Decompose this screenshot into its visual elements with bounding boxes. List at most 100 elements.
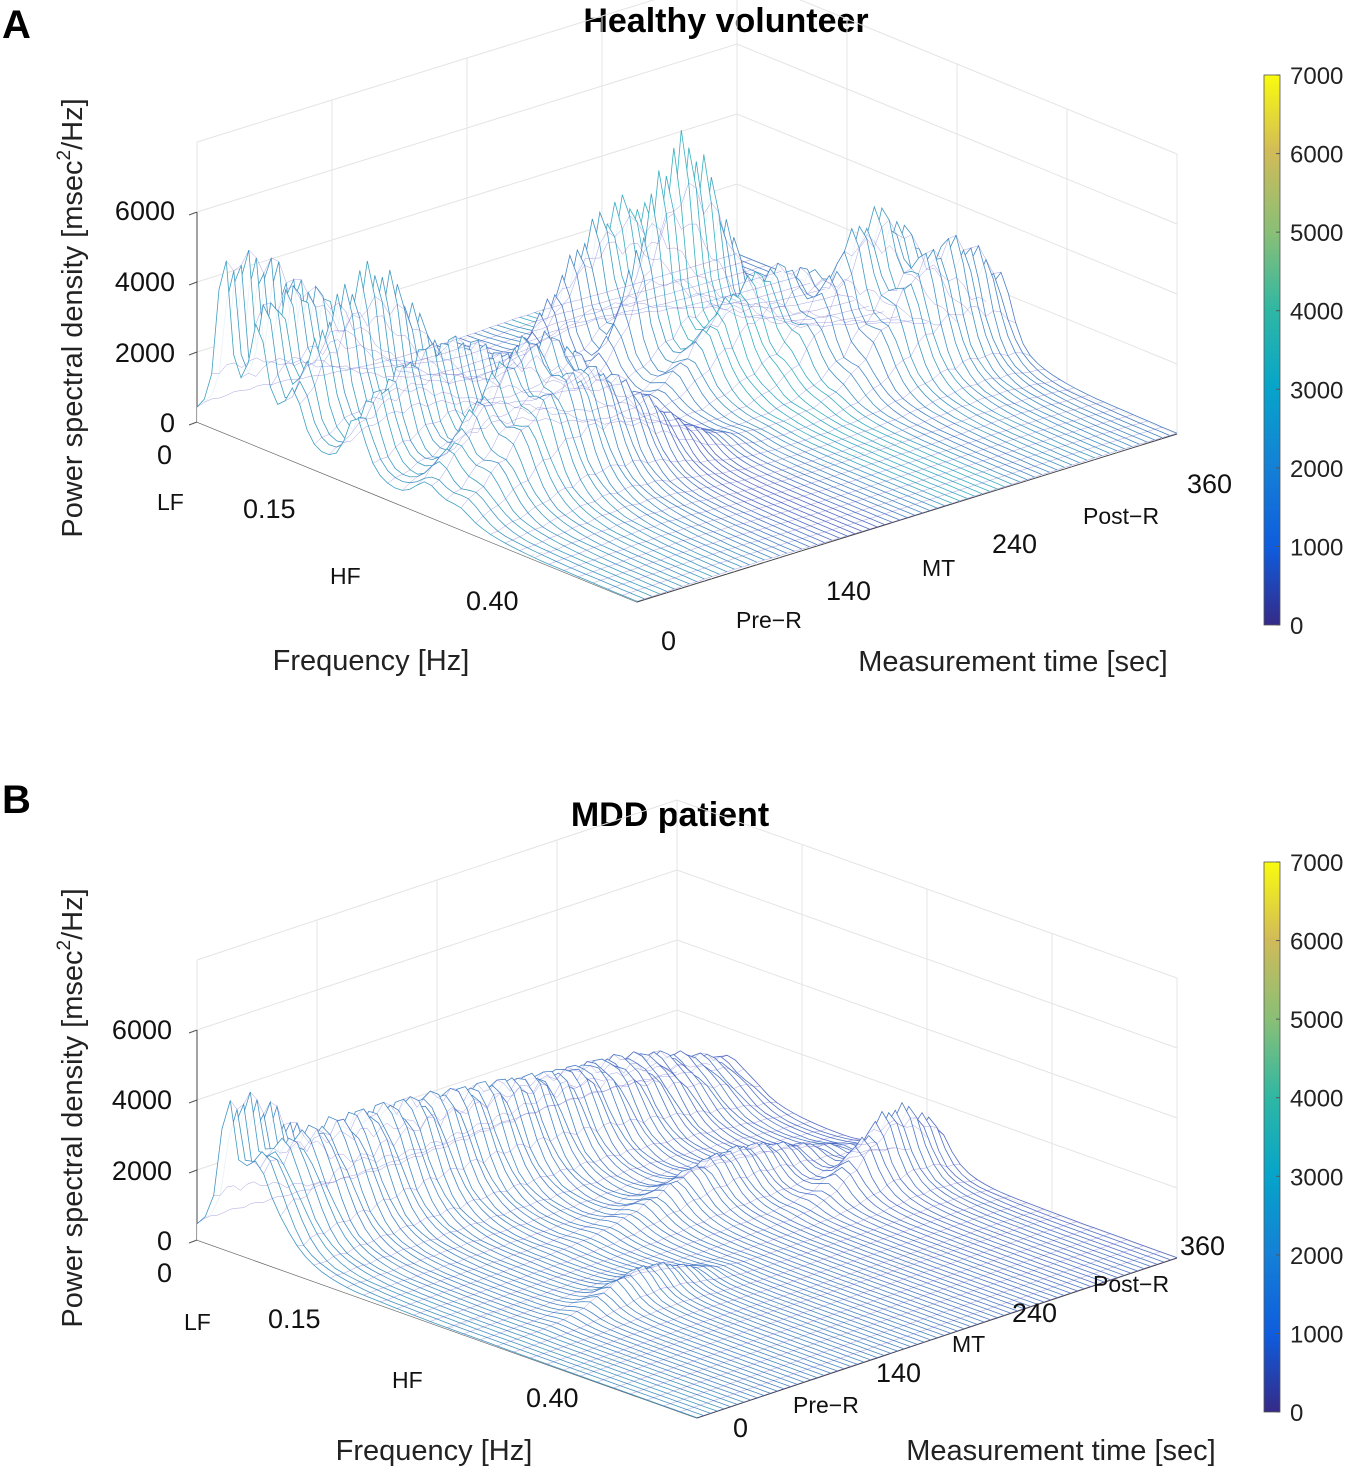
surface-freq-line bbox=[211, 259, 752, 375]
colorbar-tick-label: 2000 bbox=[1290, 456, 1343, 483]
surface-fill-strip bbox=[482, 250, 922, 514]
z-tick-2000: 2000 bbox=[115, 338, 175, 368]
y-phase-post-r: Post−R bbox=[1083, 503, 1159, 529]
panel-title-a: Healthy volunteer bbox=[583, 2, 868, 40]
surface-freq-line bbox=[314, 279, 855, 445]
x-band-hf: HF bbox=[392, 1367, 423, 1393]
z-tick-0: 0 bbox=[160, 408, 175, 438]
colorbar-tick-label: 1000 bbox=[1290, 1321, 1343, 1348]
y-axis-label-b: Measurement time [sec] bbox=[906, 1435, 1215, 1467]
y-tick-0: 0 bbox=[733, 1413, 748, 1443]
z-tick-0: 0 bbox=[157, 1226, 172, 1256]
y-phase-mt: MT bbox=[922, 555, 955, 581]
z-axis-label-a: Power spectral density [msec2/Hz] bbox=[54, 98, 89, 537]
surface-freq-line bbox=[607, 420, 1148, 590]
surface-freq-line bbox=[496, 1179, 978, 1347]
surface-freq-line bbox=[534, 387, 1075, 558]
surface-freq-line bbox=[636, 432, 1178, 602]
colorbar-tick-label: 4000 bbox=[1290, 1086, 1343, 1113]
surface-freq-line bbox=[343, 182, 884, 442]
surface-freq-line bbox=[578, 407, 1119, 577]
x-tick-0.15: 0.15 bbox=[268, 1304, 321, 1334]
surface-freq-line bbox=[240, 271, 782, 378]
surface-freq-line bbox=[296, 1101, 778, 1246]
surface-freq-line bbox=[513, 1188, 994, 1353]
surface-freq-line bbox=[490, 352, 1031, 535]
panel-a: A Healthy volunteer 6000 4000 2000 0 0 L… bbox=[2, 0, 1343, 678]
z-tick-4000: 4000 bbox=[112, 1085, 172, 1115]
colorbar-tick-label: 7000 bbox=[1290, 850, 1343, 877]
surface-freq-line bbox=[363, 1134, 844, 1296]
surface-freq-line bbox=[280, 1078, 761, 1217]
surface-freq-line bbox=[460, 235, 1002, 509]
y-tick-0: 0 bbox=[661, 626, 676, 656]
x-tick-0.15: 0.15 bbox=[243, 494, 296, 524]
surface-freq-line bbox=[358, 302, 899, 419]
z-tick-4000: 4000 bbox=[115, 267, 175, 297]
y-tick-240: 240 bbox=[992, 529, 1037, 559]
y-tick-360: 360 bbox=[1180, 1231, 1225, 1261]
surface-freq-line bbox=[330, 1121, 811, 1279]
z-tick-mark bbox=[188, 351, 198, 356]
surface-freq-line bbox=[313, 1112, 794, 1266]
x-axis-label-a: Frequency [Hz] bbox=[273, 645, 470, 677]
y-tick-360: 360 bbox=[1187, 469, 1232, 499]
surface-freq-line bbox=[346, 1128, 828, 1288]
surface-freq-line bbox=[463, 1117, 944, 1334]
surface-b bbox=[196, 1050, 1178, 1419]
panel-letter-a: A bbox=[2, 3, 31, 47]
surface-freq-line bbox=[696, 1257, 1178, 1418]
y-tick-140: 140 bbox=[826, 576, 871, 606]
surface-freq-line bbox=[284, 241, 826, 402]
y-phase-pre-r: Pre−R bbox=[793, 1392, 859, 1418]
colorbar-tick-label: 0 bbox=[1290, 1400, 1303, 1427]
surface-freq-line bbox=[622, 426, 1163, 596]
surface-freq-line bbox=[196, 253, 738, 408]
x-tick-0.40: 0.40 bbox=[526, 1383, 579, 1413]
colorbar-tick-label: 7000 bbox=[1290, 63, 1343, 90]
z-axis-label-b: Power spectral density [msec2/Hz] bbox=[54, 888, 89, 1327]
surface-freq-line bbox=[446, 1120, 928, 1328]
surface-freq-line bbox=[413, 1147, 894, 1316]
surface-freq-line bbox=[548, 394, 1090, 565]
surface-fill-strip bbox=[197, 260, 637, 602]
z-tick-mark bbox=[188, 421, 198, 426]
surface-freq-line bbox=[519, 379, 1060, 551]
colorbar-ticks-a: 0 1000 2000 3000 4000 5000 6000 7000 bbox=[1276, 63, 1343, 640]
surface-freq-line bbox=[372, 303, 914, 464]
y-phase-mt: MT bbox=[952, 1331, 985, 1357]
surface-freq-line bbox=[255, 277, 796, 375]
y-phase-post-r: Post−R bbox=[1093, 1271, 1169, 1297]
surface-freq-line bbox=[380, 1139, 861, 1303]
surface-freq-line bbox=[546, 1202, 1028, 1365]
z-tick-2000: 2000 bbox=[112, 1156, 172, 1186]
surface-fill-strip bbox=[489, 243, 930, 511]
surface-freq-line bbox=[480, 1164, 961, 1341]
surface-freq-line bbox=[328, 212, 870, 455]
surface-freq-line bbox=[396, 1141, 878, 1309]
surface-fill-strip bbox=[572, 177, 1012, 486]
colorbar-tick-label: 6000 bbox=[1290, 142, 1343, 169]
colorbar-a bbox=[1263, 74, 1281, 626]
panel-b: B MDD patient 6000 4000 2000 0 0 LF 0.15… bbox=[2, 778, 1343, 1467]
y-axis-label-a: Measurement time [sec] bbox=[858, 646, 1167, 678]
surface-freq-line bbox=[580, 1215, 1061, 1377]
surface-fill-strip bbox=[474, 255, 915, 516]
panel-title-b: MDD patient bbox=[571, 796, 769, 834]
surface-freq-line bbox=[663, 1245, 1144, 1407]
surface-freq-line bbox=[430, 1147, 911, 1322]
colorbar-tick-label: 5000 bbox=[1290, 1007, 1343, 1034]
surface-freq-line bbox=[213, 1072, 694, 1196]
x-band-lf: LF bbox=[157, 489, 184, 515]
z-tick-6000: 6000 bbox=[112, 1015, 172, 1045]
surface-freq-line bbox=[504, 369, 1046, 544]
z-tick-mark bbox=[188, 1239, 198, 1244]
surface-freq-line bbox=[613, 1227, 1094, 1389]
surface-freq-line bbox=[563, 1208, 1044, 1371]
x-band-hf: HF bbox=[330, 563, 361, 589]
colorbar-ticks-b: 0 1000 2000 3000 4000 5000 6000 7000 bbox=[1276, 850, 1343, 1427]
colorbar-tick-label: 0 bbox=[1290, 613, 1303, 640]
panel-letter-b: B bbox=[2, 778, 31, 822]
surface-freq-line bbox=[299, 215, 840, 405]
